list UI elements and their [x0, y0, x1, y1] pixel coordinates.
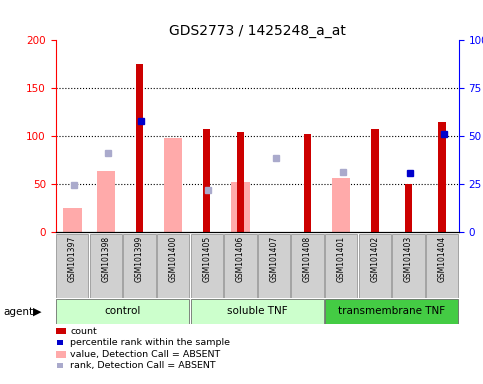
Bar — [164, 138, 183, 232]
Bar — [224, 234, 256, 298]
Text: percentile rank within the sample: percentile rank within the sample — [70, 338, 230, 347]
Text: control: control — [105, 306, 141, 316]
Bar — [392, 234, 425, 298]
Bar — [258, 234, 290, 298]
Text: GSM101397: GSM101397 — [68, 236, 77, 282]
Bar — [124, 234, 156, 298]
Bar — [63, 208, 82, 232]
Text: transmembrane TNF: transmembrane TNF — [338, 306, 445, 316]
Text: GSM101403: GSM101403 — [404, 236, 413, 282]
Bar — [136, 64, 143, 232]
Bar — [359, 234, 391, 298]
Bar — [405, 184, 412, 232]
Text: count: count — [70, 326, 97, 336]
Bar — [191, 299, 324, 324]
Bar — [325, 299, 458, 324]
Text: GSM101408: GSM101408 — [303, 236, 312, 282]
Text: ▶: ▶ — [33, 307, 42, 317]
Text: agent: agent — [4, 307, 34, 317]
Bar — [439, 122, 446, 232]
Bar — [426, 234, 458, 298]
Bar — [90, 234, 122, 298]
Bar — [157, 234, 189, 298]
Bar — [371, 129, 379, 232]
Text: soluble TNF: soluble TNF — [227, 306, 287, 316]
Bar — [191, 234, 223, 298]
Bar — [332, 177, 351, 232]
Text: GSM101404: GSM101404 — [438, 236, 447, 282]
Bar — [56, 234, 88, 298]
Text: GSM101407: GSM101407 — [270, 236, 279, 282]
Bar — [291, 234, 324, 298]
Title: GDS2773 / 1425248_a_at: GDS2773 / 1425248_a_at — [169, 24, 346, 38]
Text: GSM101401: GSM101401 — [337, 236, 346, 282]
Bar — [304, 134, 312, 232]
Text: GSM101399: GSM101399 — [135, 236, 144, 282]
Text: rank, Detection Call = ABSENT: rank, Detection Call = ABSENT — [70, 361, 216, 370]
Text: GSM101406: GSM101406 — [236, 236, 245, 282]
Bar — [325, 234, 357, 298]
Text: GSM101398: GSM101398 — [101, 236, 111, 282]
Text: GSM101405: GSM101405 — [202, 236, 211, 282]
Bar — [97, 171, 115, 232]
Text: GSM101402: GSM101402 — [370, 236, 379, 282]
Bar — [56, 299, 189, 324]
Bar — [231, 182, 250, 232]
Bar — [203, 129, 211, 232]
Text: value, Detection Call = ABSENT: value, Detection Call = ABSENT — [70, 349, 220, 359]
Text: GSM101400: GSM101400 — [169, 236, 178, 282]
Bar — [237, 131, 244, 232]
